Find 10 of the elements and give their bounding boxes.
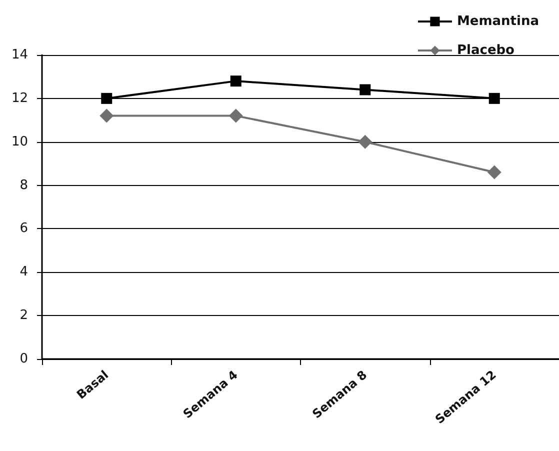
y-tick-label: 4	[20, 264, 28, 280]
y-tick-label: 10	[11, 134, 28, 150]
legend-label: Placebo	[456, 43, 515, 58]
y-tick-label: 6	[20, 221, 28, 236]
y-tick-label: 2	[20, 308, 28, 324]
y-tick-label: 0	[20, 352, 28, 366]
legend-label: Memantina	[456, 14, 540, 29]
y-tick-label: 12	[11, 90, 28, 106]
y-tick-label: 14	[11, 48, 28, 62]
y-tick-label: 8	[20, 178, 28, 193]
